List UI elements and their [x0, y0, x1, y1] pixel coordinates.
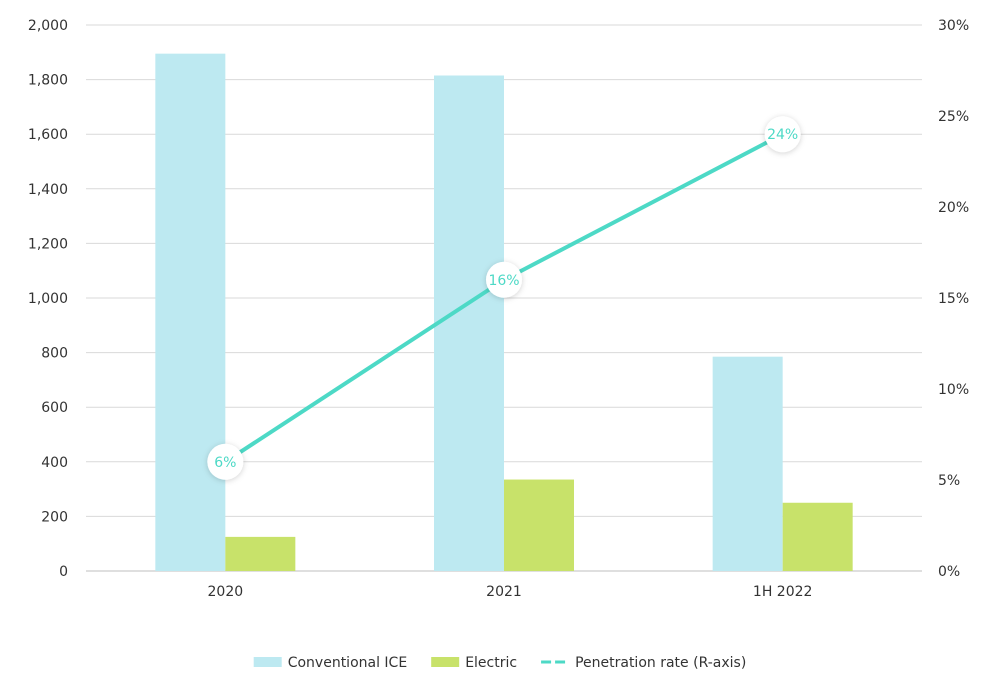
right-tick-label: 25%	[938, 109, 969, 125]
left-tick-label: 2,000	[28, 18, 68, 34]
bar-electric-2	[782, 502, 853, 571]
bars	[155, 53, 853, 572]
penetration-point	[764, 116, 801, 153]
x-tick-label: 2020	[208, 584, 244, 600]
right-tick-label: 30%	[938, 18, 969, 34]
right-axis: 0% 5% 10% 15% 20% 25% 30%	[938, 18, 969, 580]
legend-item: Penetration rate (R-axis)	[541, 655, 746, 671]
legend-item: Electric	[431, 655, 517, 671]
left-tick-label: 1,800	[28, 73, 68, 89]
penetration-line: 6% 16% 24%	[207, 116, 801, 480]
penetration-point	[207, 443, 244, 480]
left-tick-label: 1,600	[28, 127, 68, 143]
right-tick-label: 15%	[938, 291, 969, 307]
left-tick-label: 600	[41, 400, 68, 416]
legend-swatch	[431, 657, 460, 667]
x-axis: 2020 2021 1H 2022	[208, 584, 813, 600]
right-tick-label: 0%	[938, 564, 960, 580]
penetration-data-label: 6%	[214, 455, 236, 471]
bar-conventional-ice-0	[155, 53, 226, 572]
legend-label: Penetration rate (R-axis)	[575, 655, 746, 671]
bar-conventional-ice-1	[434, 75, 504, 571]
left-tick-label: 1,400	[28, 182, 68, 198]
penetration-point	[486, 261, 522, 298]
right-tick-label: 10%	[938, 382, 969, 398]
left-tick-label: 400	[41, 455, 68, 471]
left-tick-label: 1,000	[28, 291, 68, 307]
left-tick-label: 0	[59, 564, 68, 580]
bar-electric-0	[225, 536, 296, 571]
legend-label: Electric	[465, 655, 517, 671]
legend: Conventional ICE Electric Penetration rate…	[253, 655, 746, 671]
right-tick-label: 5%	[938, 473, 960, 489]
penetration-data-label: 24%	[767, 127, 798, 143]
left-axis: 0 200 400 600 800 1,000 1,200 1,400 1,600 1,800 2,…	[28, 18, 68, 580]
bar-conventional-ice-2	[712, 356, 783, 571]
bar-electric-1	[504, 479, 574, 571]
left-tick-label: 200	[41, 509, 68, 525]
legend-swatch	[253, 657, 282, 667]
legend-label: Conventional ICE	[288, 655, 407, 671]
x-tick-label: 2021	[486, 584, 522, 600]
right-tick-label: 20%	[938, 200, 969, 216]
left-tick-label: 1,200	[28, 236, 68, 252]
x-tick-label: 1H 2022	[753, 584, 813, 600]
left-tick-label: 800	[41, 346, 68, 362]
legend-item: Conventional ICE	[253, 655, 407, 671]
penetration-data-label: 16%	[488, 273, 519, 289]
